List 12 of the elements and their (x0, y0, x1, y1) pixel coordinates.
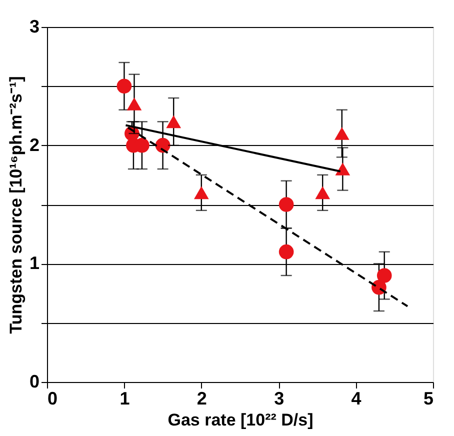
x-tick-label: 0 (48, 388, 58, 408)
x-tick-label: 3 (274, 388, 284, 408)
y-tick-label: 3 (29, 16, 40, 36)
x-tick-label: 2 (196, 388, 207, 408)
y-tick-label: 2 (29, 134, 40, 155)
x-tick-label: 4 (351, 388, 362, 408)
x-tick-label: 5 (423, 388, 434, 408)
x-axis-title: Gas rate [10²² D/s] (168, 410, 314, 430)
y-tick-label: 0 (29, 372, 40, 392)
y-tick-label: 1 (29, 253, 40, 274)
y-axis-title: Tungsten source [10¹⁶ph.m⁻²s⁻¹] (6, 76, 26, 334)
x-tick-label: 1 (120, 388, 130, 408)
